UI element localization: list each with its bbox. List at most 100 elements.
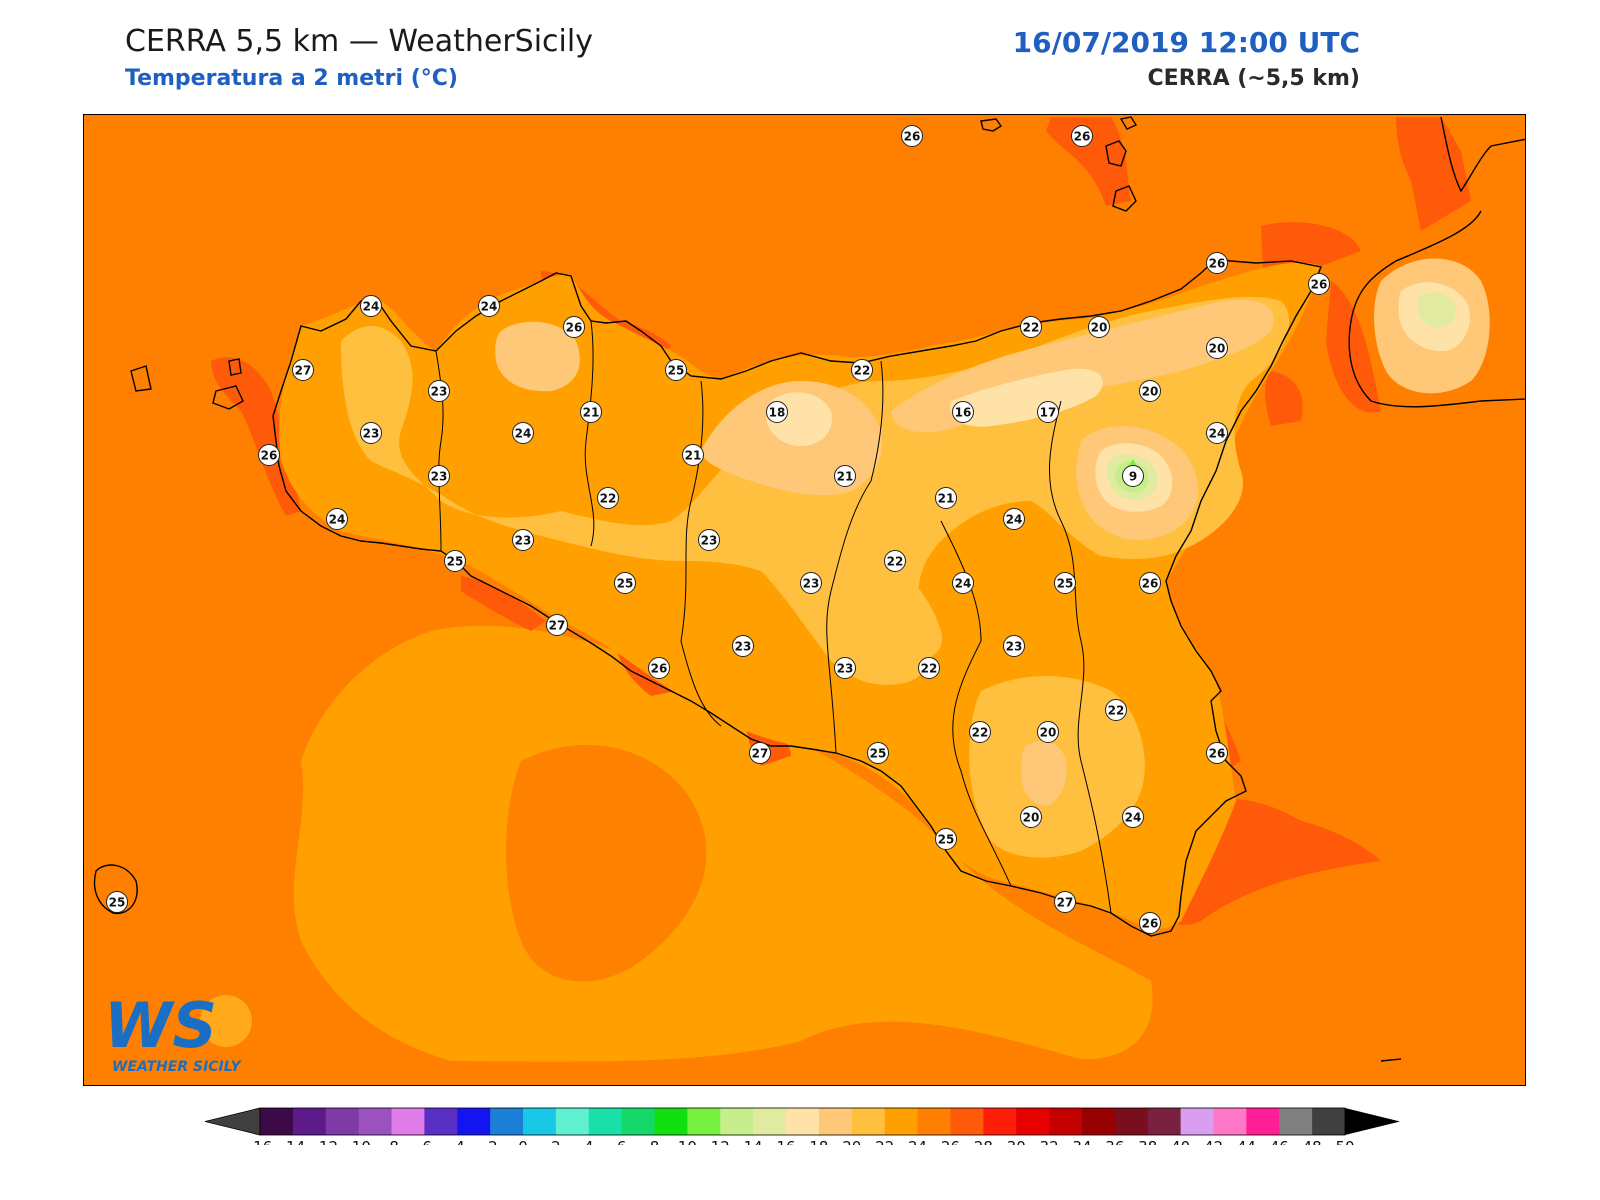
colorbar-cell — [621, 1108, 656, 1135]
station-value-bubble — [952, 572, 974, 594]
colorbar-tick-label: 46 — [1270, 1138, 1289, 1145]
colorbar-cell — [555, 1108, 590, 1135]
map-canvas: 26 26 26 26 24 24 26 22 20 20 27 25 22 23 20 21 18 16 17 23… — [84, 115, 1525, 1085]
station-value-text: 23 — [701, 534, 718, 548]
station-value-text: 26 — [904, 130, 921, 144]
station-value-bubble — [428, 465, 450, 487]
colorbar-cell — [1081, 1108, 1116, 1135]
colorbar: -16-14-12-10-8-6-4-202468101214161820222… — [204, 1107, 1400, 1145]
station-value-text: 25 — [447, 555, 464, 569]
station-value-text: 26 — [261, 449, 278, 463]
contour-20-madonie — [495, 321, 580, 392]
station-value-bubble — [360, 295, 382, 317]
coastlines — [93, 116, 1525, 1062]
station-value-bubble — [1122, 465, 1144, 487]
station-value-text: 27 — [549, 619, 566, 633]
colorbar-tick-label: -12 — [314, 1138, 339, 1145]
station-value-marker: 25 — [444, 550, 466, 572]
station-value-marker: 22 — [918, 657, 940, 679]
calabria-coastline — [1348, 116, 1525, 408]
colorbar-tick-label: 2 — [551, 1138, 561, 1145]
colorbar-cell — [523, 1108, 557, 1135]
station-value-marker: 24 — [952, 572, 974, 594]
station-value-text: 24 — [481, 300, 498, 314]
provincial-boundaries — [435, 320, 1112, 914]
station-value-bubble — [1054, 891, 1076, 913]
station-value-marker: 20 — [1037, 721, 1059, 743]
station-value-marker: 26 — [1139, 912, 1161, 934]
colorbar-tick-label: 12 — [711, 1138, 730, 1145]
station-value-text: 21 — [685, 449, 702, 463]
station-value-marker: 25 — [106, 891, 128, 913]
station-value-marker: 21 — [834, 465, 856, 487]
colorbar-tick-label: -8 — [384, 1138, 399, 1145]
station-value-text: 23 — [363, 427, 380, 441]
map-subtitle: Temperatura a 2 metri (°C) — [125, 66, 458, 91]
station-value-marker: 22 — [1020, 316, 1042, 338]
station-value-marker: 25 — [1054, 572, 1076, 594]
station-value-text: 16 — [955, 406, 972, 420]
colorbar-tick-label: -2 — [483, 1138, 498, 1145]
station-value-bubble — [1139, 912, 1161, 934]
station-value-bubble — [1037, 401, 1059, 423]
colorbar-tick-label: 36 — [1105, 1138, 1124, 1145]
sicily-coastline — [272, 258, 1322, 937]
station-value-marker: 16 — [952, 401, 974, 423]
station-value-marker: 26 — [1139, 572, 1161, 594]
malta-island — [1380, 1058, 1402, 1062]
station-value-marker: 20 — [1206, 337, 1228, 359]
station-value-marker: 27 — [749, 742, 771, 764]
station-value-bubble — [360, 422, 382, 444]
pantelleria-island — [93, 864, 138, 915]
station-value-bubble — [918, 657, 940, 679]
station-value-bubble — [292, 359, 314, 381]
station-value-marker: 20 — [1020, 806, 1042, 828]
station-value-text: 17 — [1040, 406, 1057, 420]
station-value-bubble — [580, 401, 602, 423]
colorbar-cell — [358, 1108, 393, 1135]
station-value-bubble — [834, 657, 856, 679]
station-value-bubble — [851, 359, 873, 381]
colorbar-tick-label: 0 — [518, 1138, 528, 1145]
station-value-bubble — [1054, 572, 1076, 594]
station-value-marker: 27 — [1054, 891, 1076, 913]
station-value-text: 26 — [566, 321, 583, 335]
station-value-bubble — [648, 657, 670, 679]
colorbar-cell — [424, 1108, 458, 1135]
colorbar-cell — [983, 1108, 1017, 1135]
station-value-marker: 20 — [1088, 316, 1110, 338]
station-value-text: 20 — [1209, 342, 1226, 356]
colorbar-cell — [786, 1108, 820, 1135]
station-value-bubble — [749, 742, 771, 764]
colorbar-cell — [851, 1108, 886, 1135]
station-value-text: 25 — [109, 896, 126, 910]
station-value-marker: 22 — [597, 487, 619, 509]
colorbar-tick-label: 30 — [1007, 1138, 1026, 1145]
station-value-bubble — [1105, 699, 1127, 721]
station-value-marker: 24 — [512, 422, 534, 444]
station-value-marker: 25 — [935, 828, 957, 850]
egadi-islands — [130, 358, 244, 410]
station-value-text: 26 — [1311, 278, 1328, 292]
station-value-bubble — [1308, 273, 1330, 295]
station-value-text: 26 — [1142, 917, 1159, 931]
station-value-marker: 9 — [1122, 465, 1144, 487]
colorbar-cell — [818, 1108, 853, 1135]
colorbar-cell — [292, 1108, 327, 1135]
station-value-bubble — [935, 828, 957, 850]
station-value-marker: 22 — [851, 359, 873, 381]
station-value-marker: 26 — [1206, 252, 1228, 274]
station-value-bubble — [444, 550, 466, 572]
station-value-marker: 23 — [732, 635, 754, 657]
colorbar-cell — [391, 1108, 425, 1135]
colorbar-tick-label: 10 — [678, 1138, 697, 1145]
station-value-text: 20 — [1023, 811, 1040, 825]
station-value-bubble — [1003, 508, 1025, 530]
colorbar-tick-label: 28 — [974, 1138, 993, 1145]
colorbar-under-arrow — [204, 1107, 261, 1136]
station-value-text: 21 — [583, 406, 600, 420]
colorbar-tick-label: 48 — [1303, 1138, 1322, 1145]
contour-22-southwest — [891, 571, 942, 658]
colorbar-cells — [204, 1107, 1400, 1136]
colorbar-tick-label: -6 — [417, 1138, 432, 1145]
